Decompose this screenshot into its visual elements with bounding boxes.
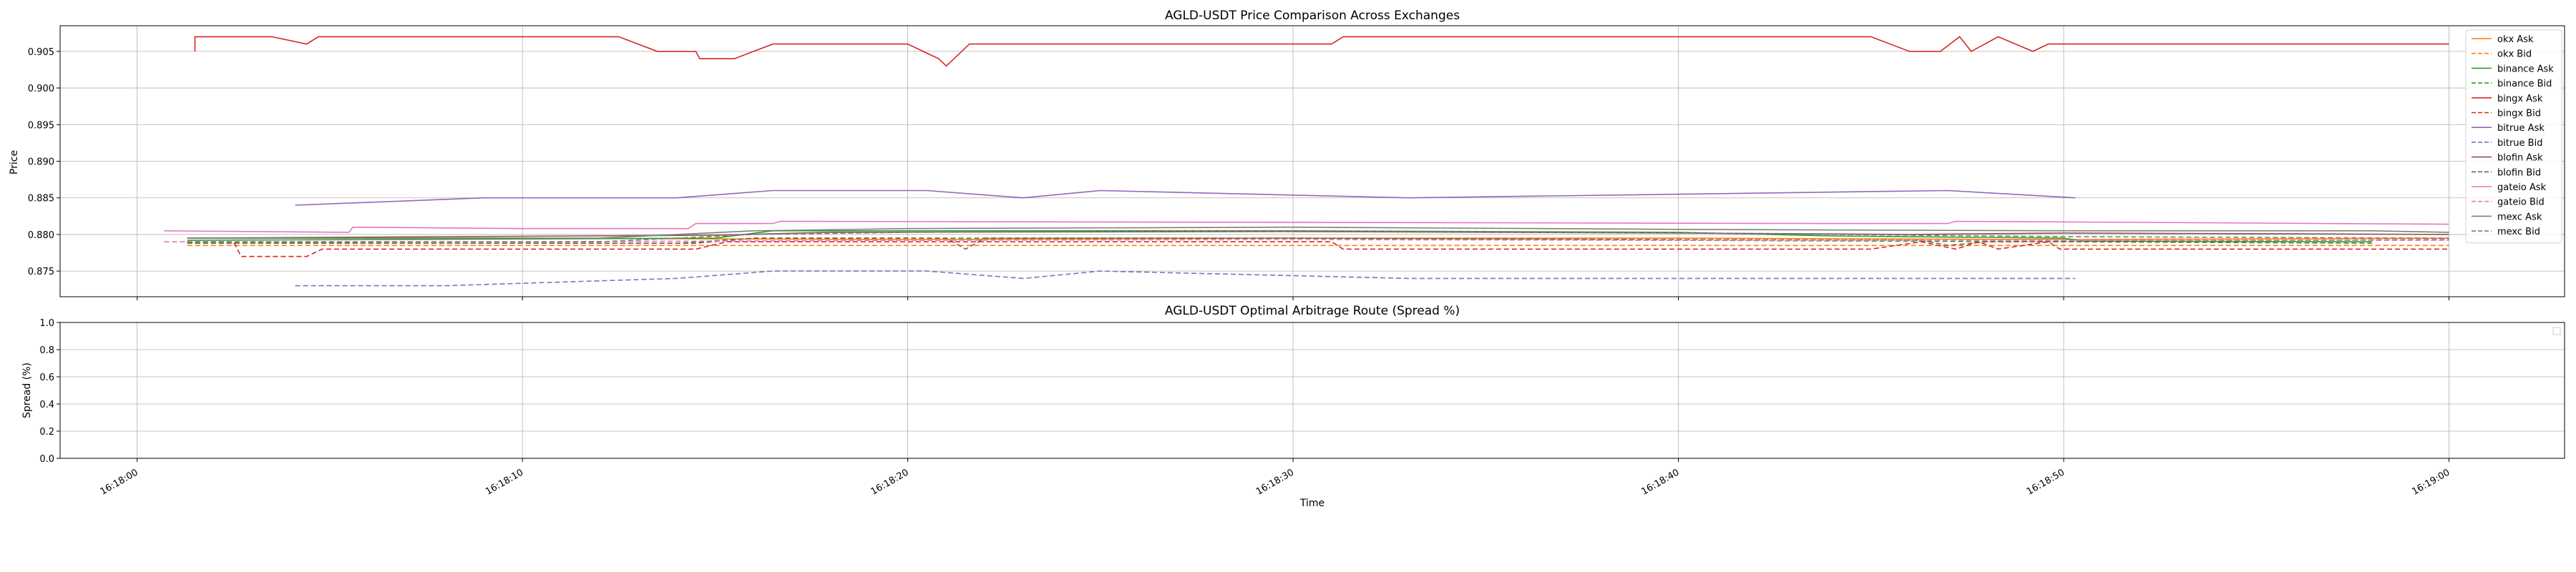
price-chart-legend: okx Ask okx Bid binance Ask binance Bid bing… (2465, 29, 2562, 244)
spread-chart: AGLD-USDT Optimal Arbitrage Route (Sprea… (21, 304, 2565, 509)
y-tick-label: 0.895 (28, 120, 54, 131)
y-tick-label: 0.885 (28, 194, 54, 204)
price-chart-yticks: 0.875 0.880 0.885 0.890 0.895 0.900 0.905 (28, 47, 60, 277)
y-tick-label: 0.0 (39, 454, 54, 465)
price-chart-title: AGLD-USDT Price Comparison Across Exchan… (1165, 9, 1460, 23)
y-tick-label: 0.8 (39, 345, 54, 356)
price-chart-ylabel: Price (9, 150, 20, 174)
y-tick-label: 0.890 (28, 157, 54, 168)
price-chart: AGLD-USDT Price Comparison Across Exchan… (9, 9, 2565, 300)
spread-chart-ylabel: Spread (%) (21, 363, 33, 418)
legend-label: okx Ask (2497, 34, 2534, 45)
legend-box (2465, 29, 2562, 244)
price-chart-frame (59, 25, 2565, 297)
series-line-blofin-bid (187, 237, 2449, 250)
spread-chart-grid (60, 322, 2565, 459)
y-tick-label: 0.880 (28, 230, 54, 241)
legend-label: bitrue Ask (2497, 123, 2545, 134)
y-tick-label: 0.900 (28, 84, 54, 94)
legend-label: blofin Bid (2497, 167, 2541, 178)
legend-label: mexc Ask (2497, 212, 2542, 222)
price-chart-series (164, 36, 2449, 287)
x-tick-label: 16:18:10 (484, 467, 525, 497)
legend-label: binance Bid (2497, 79, 2552, 89)
y-tick-label: 0.4 (39, 400, 54, 410)
series-line-gateio-ask (164, 220, 2449, 233)
series-line-mexc-ask (187, 226, 2449, 239)
legend-label: gateio Ask (2497, 182, 2547, 193)
x-tick-label: 16:18:50 (2025, 467, 2067, 497)
y-tick-label: 0.905 (28, 47, 54, 58)
price-chart-xtick-marks (137, 297, 2449, 300)
price-chart-grid (60, 26, 2565, 297)
spread-chart-title: AGLD-USDT Optimal Arbitrage Route (Sprea… (1165, 304, 1460, 318)
spread-chart-xticks: 16:18:00 16:18:10 16:18:20 16:18:30 16:18:40… (99, 458, 2451, 498)
series-line-bingx-ask (194, 36, 2449, 67)
spread-chart-empty-legend (2552, 327, 2561, 335)
spread-chart-yticks: 0.0 0.2 0.4 0.6 0.8 1.0 (39, 318, 60, 465)
y-tick-label: 0.875 (28, 267, 54, 277)
series-line-bitrue-bid (295, 270, 2076, 287)
series-line-mexc-bid (187, 230, 2449, 243)
legend-label: bingx Ask (2497, 94, 2543, 104)
spread-chart-frame (59, 322, 2565, 459)
series-line-bingx-bid (187, 241, 2449, 257)
series-line-blofin-ask (187, 230, 2449, 239)
series-line-bitrue-ask (295, 189, 2076, 206)
y-tick-label: 1.0 (39, 318, 54, 329)
y-tick-label: 0.6 (39, 373, 54, 383)
legend-label: blofin Ask (2497, 153, 2543, 164)
legend-label: mexc Bid (2497, 227, 2540, 237)
legend-label: okx Bid (2497, 49, 2532, 60)
legend-label: bitrue Bid (2497, 138, 2542, 149)
legend-label: bingx Bid (2497, 109, 2541, 119)
x-tick-label: 16:19:00 (2410, 467, 2451, 497)
spread-chart-xlabel: Time (1299, 498, 1324, 509)
legend-label: binance Ask (2497, 64, 2554, 74)
x-tick-label: 16:18:40 (1639, 467, 1681, 497)
y-tick-label: 0.2 (39, 427, 54, 438)
x-tick-label: 16:18:20 (869, 467, 911, 497)
x-tick-label: 16:18:00 (99, 467, 140, 497)
legend-label: gateio Bid (2497, 197, 2545, 208)
x-tick-label: 16:18:30 (1254, 467, 1296, 497)
